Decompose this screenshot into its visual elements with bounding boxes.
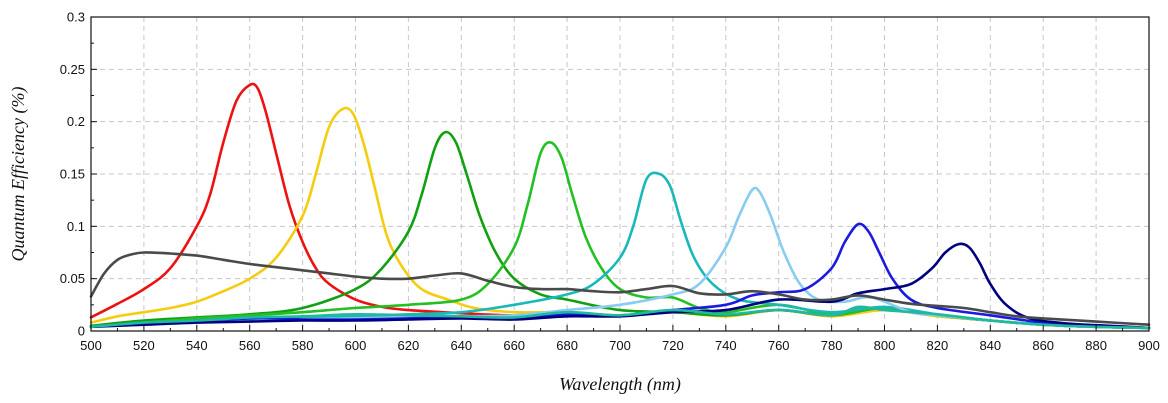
y-tick-label: 0.3 bbox=[67, 10, 85, 25]
y-tick-label: 0 bbox=[78, 324, 85, 339]
x-tick-label: 600 bbox=[345, 338, 367, 353]
x-tick-label: 560 bbox=[239, 338, 261, 353]
x-tick-label: 540 bbox=[186, 338, 208, 353]
y-tick-label: 0.2 bbox=[67, 114, 85, 129]
x-tick-label: 620 bbox=[398, 338, 420, 353]
series-line-8 bbox=[89, 242, 1151, 330]
x-tick-label: 580 bbox=[292, 338, 314, 353]
x-tick-label: 720 bbox=[662, 338, 684, 353]
series-line-10 bbox=[89, 305, 1151, 330]
series-line-7 bbox=[89, 222, 1151, 330]
x-tick-label: 860 bbox=[1032, 338, 1054, 353]
y-tick-label: 0.1 bbox=[67, 219, 85, 234]
series-line-5 bbox=[89, 171, 1151, 330]
y-tick-label: 0.25 bbox=[60, 62, 85, 77]
x-tick-label: 900 bbox=[1138, 338, 1160, 353]
x-tick-label: 780 bbox=[821, 338, 843, 353]
y-tick-label: 0.05 bbox=[60, 271, 85, 286]
x-tick-label: 640 bbox=[450, 338, 472, 353]
x-tick-label: 520 bbox=[133, 338, 155, 353]
x-tick-label: 660 bbox=[503, 338, 525, 353]
y-tick-label: 0.15 bbox=[60, 167, 85, 182]
x-tick-label: 820 bbox=[927, 338, 949, 353]
series-line-9 bbox=[89, 251, 1151, 326]
x-tick-label: 740 bbox=[715, 338, 737, 353]
series-lines bbox=[89, 82, 1151, 330]
series-line-2 bbox=[89, 106, 1151, 330]
x-tick-label: 880 bbox=[1085, 338, 1107, 353]
x-axis-label: Wavelength (nm) bbox=[559, 374, 681, 395]
x-tick-label: 500 bbox=[80, 338, 102, 353]
x-tick-label: 840 bbox=[979, 338, 1001, 353]
x-tick-label: 700 bbox=[609, 338, 631, 353]
axis-ticks: 500 520 540 560 580 600 620 640 660 680 700 720 740 7… bbox=[60, 10, 1160, 354]
x-tick-label: 800 bbox=[874, 338, 896, 353]
y-axis-label: Quantum Efficiency (%) bbox=[8, 87, 29, 262]
x-tick-label: 680 bbox=[556, 338, 578, 353]
x-tick-label: 760 bbox=[768, 338, 790, 353]
